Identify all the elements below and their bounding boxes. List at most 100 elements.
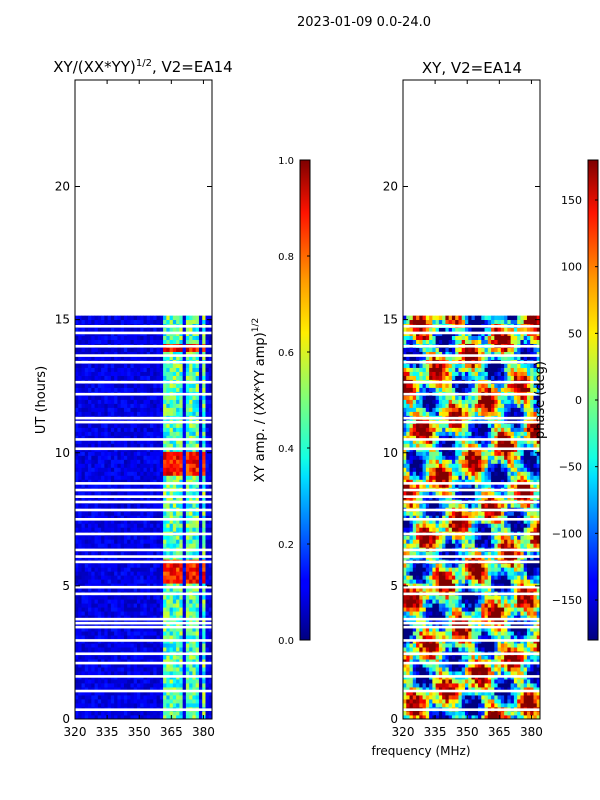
heatmap-cell xyxy=(442,655,446,660)
heatmap-cell xyxy=(78,587,82,592)
heatmap-cell xyxy=(478,695,482,700)
heatmap-cell xyxy=(133,551,138,556)
heatmap-cell xyxy=(169,459,174,464)
heatmap-cell xyxy=(123,543,128,548)
heatmap-cell xyxy=(166,571,170,576)
heatmap-cell xyxy=(107,599,112,604)
heatmap-cell xyxy=(140,511,144,516)
heatmap-cell xyxy=(117,459,122,464)
heatmap-cell xyxy=(163,579,167,584)
heatmap-cell xyxy=(195,367,200,372)
heatmap-cell xyxy=(127,455,131,460)
heatmap-cell xyxy=(110,319,115,325)
heatmap-cell xyxy=(150,599,154,604)
heatmap-cell xyxy=(195,463,200,468)
heatmap-cell xyxy=(198,363,203,368)
heatmap-cell xyxy=(104,683,109,688)
heatmap-cell xyxy=(432,687,437,692)
heatmap-cell xyxy=(156,319,161,325)
heatmap-cell xyxy=(88,663,92,668)
heatmap-cell xyxy=(176,583,180,588)
heatmap-cell xyxy=(179,667,184,672)
heatmap-cell xyxy=(133,431,138,436)
heatmap-cell xyxy=(192,527,197,532)
heatmap-cell xyxy=(195,539,200,544)
heatmap-cell xyxy=(166,623,170,628)
heatmap-cell xyxy=(156,539,161,544)
heatmap-cell xyxy=(84,467,89,472)
heatmap-cell xyxy=(474,679,479,684)
heatmap-cell xyxy=(530,679,534,684)
heatmap-cell xyxy=(120,579,125,584)
heatmap-cell xyxy=(84,395,89,400)
heatmap-cell xyxy=(202,583,206,588)
heatmap-cell xyxy=(75,403,79,408)
heatmap-cell xyxy=(179,423,184,428)
heatmap-cell xyxy=(143,315,148,321)
heatmap-cell xyxy=(182,511,187,516)
heatmap-cell xyxy=(189,607,193,612)
heatmap-cell xyxy=(127,483,131,488)
heatmap-cell xyxy=(166,455,170,460)
heatmap-cell xyxy=(153,403,157,408)
heatmap-cell xyxy=(78,523,82,528)
heatmap-cell xyxy=(455,671,459,676)
heatmap-cell xyxy=(442,659,446,664)
heatmap-cell xyxy=(179,663,184,668)
heatmap-cell xyxy=(526,667,531,672)
heatmap-cell xyxy=(156,427,161,432)
heatmap-cell xyxy=(81,339,86,344)
heatmap-cell xyxy=(159,523,164,528)
heatmap-cell xyxy=(117,451,122,456)
heatmap-cell xyxy=(117,699,122,704)
heatmap-cell xyxy=(110,351,115,356)
heatmap-cell xyxy=(110,471,115,476)
heatmap-cell xyxy=(159,427,164,432)
heatmap-cell xyxy=(156,387,161,392)
heatmap-cell xyxy=(153,399,157,404)
heatmap-cell xyxy=(107,515,112,520)
heatmap-cell xyxy=(78,647,82,652)
heatmap-cell xyxy=(75,667,79,672)
heatmap-cell xyxy=(107,459,112,464)
heatmap-cell xyxy=(81,611,86,616)
heatmap-cell xyxy=(117,543,122,548)
heatmap-cell xyxy=(81,607,86,612)
heatmap-cell xyxy=(153,587,157,592)
heatmap-cell xyxy=(130,679,135,684)
heatmap-cell xyxy=(91,595,95,600)
heatmap-cell xyxy=(202,475,206,480)
heatmap-cell xyxy=(104,367,109,372)
heatmap-cell xyxy=(143,535,148,540)
heatmap-cell xyxy=(104,523,109,528)
heatmap-cell xyxy=(169,551,174,556)
heatmap-cell xyxy=(104,371,109,376)
heatmap-cell xyxy=(156,595,161,600)
heatmap-cell xyxy=(127,479,131,484)
heatmap-cell xyxy=(198,563,203,568)
heatmap-cell xyxy=(176,515,180,520)
heatmap-cell xyxy=(208,375,213,380)
heatmap-cell xyxy=(120,327,125,332)
heatmap-cell xyxy=(491,667,495,672)
heatmap-cell xyxy=(97,647,102,652)
heatmap-cell xyxy=(163,715,167,720)
heatmap-cell xyxy=(202,627,206,632)
heatmap-cell xyxy=(202,319,206,325)
heatmap-cell xyxy=(81,683,86,688)
heatmap-cell xyxy=(146,431,151,436)
heatmap-cell xyxy=(150,619,154,624)
heatmap-cell xyxy=(107,663,112,668)
heatmap-cell xyxy=(166,491,170,496)
heatmap-cell xyxy=(123,687,128,692)
heatmap-cell xyxy=(185,387,190,392)
heatmap-cell xyxy=(208,683,213,688)
heatmap-cell xyxy=(468,659,472,664)
heatmap-cell xyxy=(130,335,135,340)
heatmap-cell xyxy=(176,431,180,436)
heatmap-cell xyxy=(169,663,174,668)
heatmap-cell xyxy=(97,563,102,568)
heatmap-cell xyxy=(172,407,177,412)
heatmap-cell xyxy=(146,695,151,700)
heatmap-cell xyxy=(507,655,512,660)
